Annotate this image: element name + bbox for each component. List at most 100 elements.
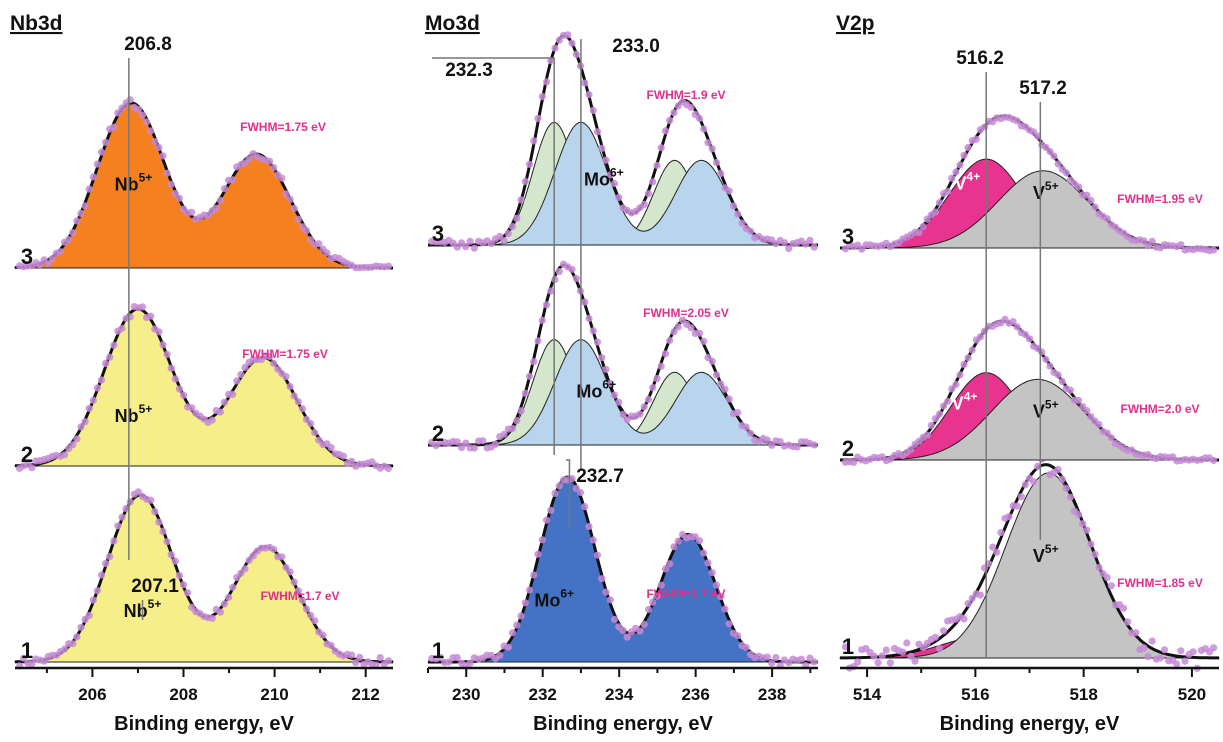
data-point [734, 210, 742, 218]
component-nb5- [14, 494, 394, 663]
data-point [551, 489, 559, 497]
data-point [1160, 646, 1169, 654]
data-point [167, 364, 175, 372]
data-point [97, 148, 106, 156]
species-label: Mo6+ [576, 377, 616, 401]
data-point [700, 337, 708, 345]
data-point [470, 244, 478, 252]
data-point [725, 187, 733, 195]
data-point [746, 227, 755, 235]
fwhm-label: FWHM=1.9 eV [646, 88, 725, 102]
data-point [850, 458, 858, 467]
data-point [134, 488, 142, 496]
data-point [376, 654, 384, 662]
data-point [708, 145, 716, 153]
data-point [725, 620, 733, 628]
spectrum-number: 2 [21, 442, 33, 467]
component-v5- [840, 170, 1219, 249]
data-point [237, 370, 245, 379]
component-nb5- [14, 102, 393, 269]
data-point [593, 551, 602, 559]
peak-position-label: 233.0 [612, 36, 660, 57]
data-point [568, 39, 576, 47]
data-point [500, 237, 508, 245]
data-point [1075, 396, 1083, 404]
data-point [555, 36, 563, 44]
data-points [428, 260, 818, 452]
spectrum-number: 1 [21, 638, 33, 663]
data-point [793, 443, 801, 451]
data-point [581, 79, 589, 87]
data-point [653, 161, 661, 170]
data-point [952, 380, 960, 389]
data-point [1120, 604, 1128, 612]
spectrum-number: 2 [842, 436, 854, 461]
data-point [1054, 371, 1062, 379]
species-charge: 5+ [1045, 397, 1059, 411]
x-tick-label: 518 [1069, 685, 1097, 704]
data-point [1054, 465, 1062, 474]
data-point [980, 123, 989, 131]
species-label: V5+ [1033, 179, 1059, 203]
data-point [28, 660, 36, 668]
spectrum-number: 3 [21, 244, 33, 269]
data-point [649, 178, 657, 186]
data-point [517, 612, 525, 620]
data-point [1083, 526, 1091, 534]
data-point [89, 396, 97, 404]
data-point [453, 653, 461, 662]
data-point [134, 105, 142, 114]
data-point [530, 137, 538, 145]
x-axis-label: Binding energy, eV [114, 713, 294, 735]
data-point [65, 236, 73, 244]
species-label: V5+ [1033, 397, 1059, 421]
data-point [721, 605, 729, 613]
peak-position-label: 232.7 [576, 466, 624, 487]
data-point [542, 301, 551, 309]
x-tick-label: 212 [351, 685, 379, 704]
data-point [356, 653, 364, 662]
data-point [576, 488, 585, 497]
x-tick-label: 236 [681, 685, 709, 704]
data-point [147, 496, 155, 504]
data-point [1062, 484, 1070, 493]
data-point [77, 623, 85, 631]
data-points [16, 488, 392, 670]
x-tick-label: 208 [169, 685, 197, 704]
data-point [1103, 429, 1111, 437]
data-point [56, 248, 65, 256]
peak-marker-line [580, 39, 582, 470]
data-point [976, 591, 985, 599]
data-point [311, 428, 319, 437]
data-point [286, 568, 294, 576]
data-point [935, 645, 944, 653]
data-point [1066, 386, 1074, 394]
data-point [687, 103, 695, 112]
data-point [878, 652, 886, 660]
data-point [1144, 653, 1152, 661]
data-point [695, 329, 704, 337]
data-point [666, 336, 674, 345]
data-point [1058, 475, 1066, 483]
peak-position-label: 516.2 [956, 48, 1004, 69]
data-point [606, 171, 614, 179]
data-point [110, 123, 118, 131]
data-point [171, 375, 179, 383]
species-label: Nb5+ [115, 170, 153, 194]
data-point [294, 215, 302, 223]
data-point [776, 438, 784, 446]
data-point [97, 376, 106, 384]
data-point [1091, 550, 1099, 558]
data-point [530, 358, 538, 366]
data-point [704, 139, 712, 147]
data-point [307, 611, 315, 620]
component-v5- [840, 472, 1220, 659]
data-point [327, 444, 335, 452]
data-point [547, 287, 555, 295]
data-point [126, 498, 134, 506]
data-point [687, 324, 695, 332]
data-point [175, 194, 183, 202]
species-base: Mo [584, 170, 610, 190]
data-point [615, 193, 623, 202]
